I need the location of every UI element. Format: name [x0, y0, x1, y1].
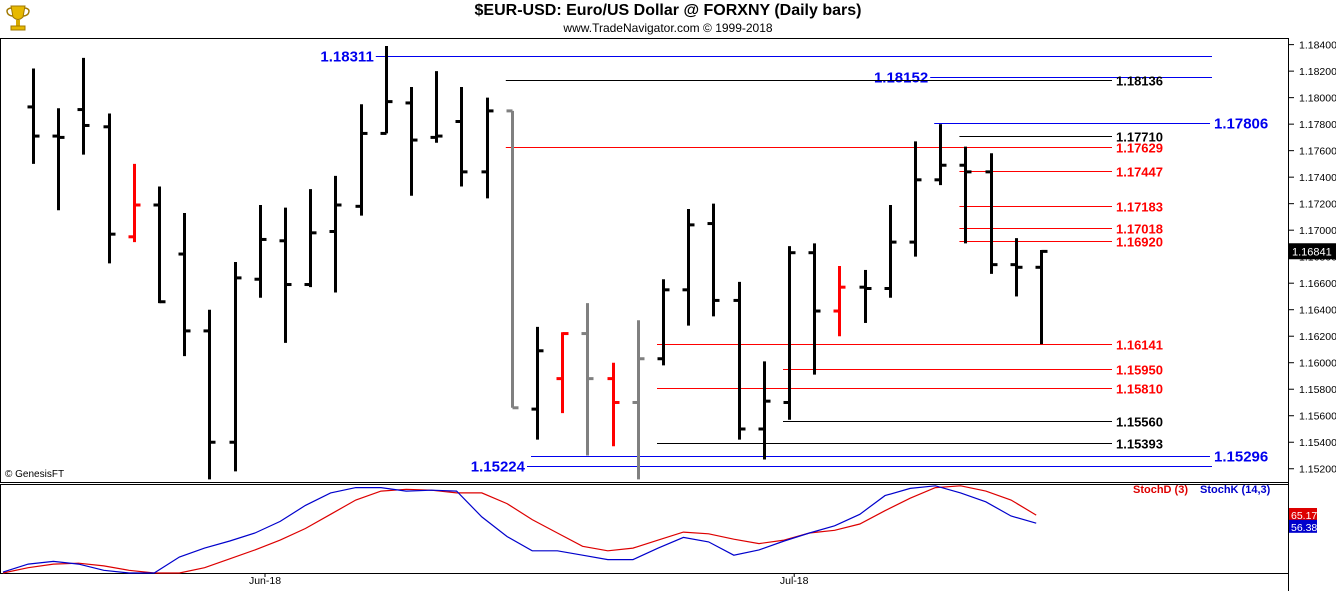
chart-frames [0, 38, 1289, 591]
main-plot-frame [0, 38, 1289, 483]
ohlc-bar [632, 320, 645, 480]
level-label: 1.15393 [1116, 437, 1163, 452]
ohlc-bar [178, 212, 191, 357]
ohlc-bar [808, 243, 821, 375]
ohlc-bar [203, 309, 216, 480]
ohlc-bar [783, 246, 796, 420]
price-tick-label: 1.15400 [1299, 437, 1336, 449]
level-label: 1.18152 [874, 70, 928, 87]
ohlc-bar [531, 326, 544, 440]
last-price-label: 1.16841 [1292, 246, 1332, 258]
level-label: 1.18136 [1116, 74, 1163, 89]
price-axis: 1.18400 1.18200 1.18000 1.17800 1.17600 1.174… [1288, 40, 1336, 476]
price-tick-label: 1.17800 [1299, 119, 1336, 131]
level-label: 1.17710 [1116, 130, 1163, 145]
ohlc-bar [682, 208, 695, 326]
ohlc-bar [254, 204, 267, 298]
level-label: 1.18311 [320, 49, 373, 66]
price-tick-label: 1.18200 [1299, 66, 1336, 78]
ohlc-bar [959, 146, 972, 244]
price-tick-label: 1.16600 [1299, 278, 1336, 290]
price-tick-label: 1.16000 [1299, 358, 1336, 370]
ohlc-bar [27, 68, 40, 164]
ohlc-bar [556, 332, 569, 414]
level-label: 1.17447 [1116, 165, 1163, 180]
stoch-k-line [2, 485, 1037, 574]
ohlc-bar [607, 362, 620, 447]
ohlc-bar [1010, 238, 1023, 297]
level-label: 1.17183 [1116, 200, 1163, 215]
stoch-plot-frame [0, 484, 1289, 574]
ohlc-bar [229, 261, 242, 472]
date-axis: Jun-18 Jul-18 [249, 573, 809, 587]
level-lines: 1.18311 1.18152 1.18136 1.17806 1.177101.176… [320, 49, 1268, 476]
ohlc-bar [733, 281, 746, 440]
price-tick-label: 1.18400 [1299, 40, 1336, 52]
level-label: 1.17629 [1116, 141, 1163, 156]
ohlc-bar [405, 87, 418, 196]
ohlc-bar [707, 203, 720, 317]
date-label: Jun-18 [249, 575, 281, 587]
level-label: 1.16141 [1116, 338, 1163, 353]
ohlc-bar [430, 71, 443, 143]
ohlc-bar [884, 204, 897, 298]
price-tick-label: 1.17000 [1299, 225, 1336, 237]
stoch-k-last-box [1289, 519, 1317, 533]
price-tick-label: 1.15800 [1299, 384, 1336, 396]
stoch-d-last-label: 65.17 [1291, 510, 1317, 522]
ohlc-bar [934, 124, 947, 186]
ohlc-bar [128, 163, 141, 243]
ohlc-bar [657, 279, 670, 366]
level-label: 1.15296 [1214, 449, 1268, 466]
ohlc-bar [103, 113, 116, 264]
price-tick-label: 1.17400 [1299, 172, 1336, 184]
level-label: 1.17806 [1214, 116, 1268, 133]
legend-stoch-k: StochK (14,3) [1200, 484, 1271, 496]
legend-stoch-d: StochD (3) [1133, 484, 1188, 496]
ohlc-bar [833, 265, 846, 337]
ohlc-bar [1035, 249, 1048, 345]
ohlc-bar [329, 175, 342, 293]
price-tick-label: 1.17600 [1299, 146, 1336, 158]
ohlc-bar [758, 361, 771, 460]
price-tick-label: 1.15600 [1299, 411, 1336, 423]
price-tick-label: 1.17200 [1299, 199, 1336, 211]
ohlc-bar [455, 87, 468, 187]
last-price-box [1289, 243, 1336, 260]
copyright-text: © GenesisFT [5, 469, 65, 480]
level-label: 1.16920 [1116, 235, 1163, 250]
level-label: 1.15224 [471, 459, 526, 476]
price-tick-label: 1.15200 [1299, 464, 1336, 476]
ohlc-bar [355, 104, 368, 216]
ohlc-bar [909, 141, 922, 257]
chart-subtitle: www.TradeNavigator.com © 1999-2018 [563, 21, 773, 35]
level-label: 1.17018 [1116, 222, 1163, 237]
trophy-logo-icon [3, 3, 33, 35]
ohlc-bar [153, 186, 166, 304]
level-label: 1.15810 [1116, 382, 1163, 397]
ohlc-bar [77, 57, 90, 155]
ohlc-bar [985, 153, 998, 274]
price-tick-label: 1.18000 [1299, 93, 1336, 105]
price-bars [27, 45, 1048, 480]
ohlc-bar [506, 109, 519, 410]
price-tick-label: 1.16200 [1299, 331, 1336, 343]
level-label: 1.15560 [1116, 415, 1163, 430]
level-label: 1.15950 [1116, 363, 1163, 378]
ohlc-bar [581, 303, 594, 456]
date-label: Jul-18 [780, 575, 809, 587]
stoch-k-last-label: 56.38 [1291, 522, 1317, 534]
ohlc-bar [859, 269, 872, 323]
stoch-d-line [2, 485, 1037, 574]
ohlc-bar [304, 189, 317, 288]
price-tick-label: 1.16400 [1299, 305, 1336, 317]
ohlc-bar [380, 45, 393, 135]
ohlc-bar [52, 108, 65, 211]
chart-title: $EUR-USD: Euro/US Dollar @ FORXNY (Daily… [474, 2, 862, 19]
ohlc-bar [279, 207, 292, 343]
ohlc-bar [481, 97, 494, 199]
stoch-d-last-box [1289, 507, 1317, 521]
